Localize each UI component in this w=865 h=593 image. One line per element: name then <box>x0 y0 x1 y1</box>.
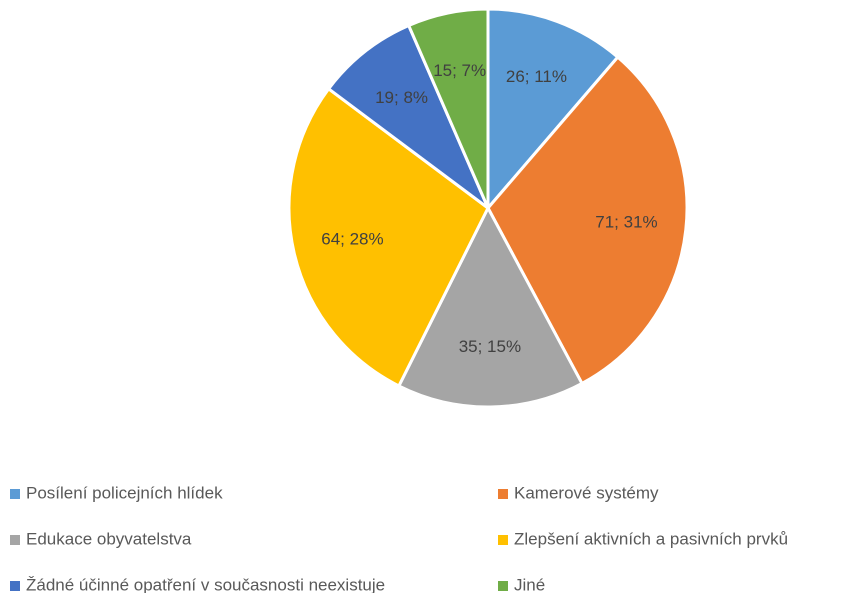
pie-slice <box>396 204 584 409</box>
legend-label: Posílení policejních hlídek <box>26 483 223 502</box>
data-label: 35; 15% <box>459 337 521 356</box>
legend-label: Žádné účinné opatření v současnosti neex… <box>26 575 385 593</box>
legend-swatch <box>498 581 508 591</box>
legend-swatch <box>498 489 508 499</box>
data-label: 26; 11% <box>506 67 567 86</box>
legend-swatch <box>10 535 20 545</box>
pie-slice <box>287 86 490 388</box>
legend-label: Zlepšení aktivních a pasivních prvků <box>514 529 788 548</box>
legend-swatch <box>10 581 20 591</box>
legend-label: Jiné <box>514 575 545 593</box>
pie-slice <box>326 23 492 213</box>
legend-label: Edukace obyvatelstva <box>26 529 192 548</box>
data-label: 64; 28% <box>321 230 383 249</box>
data-label: 15; 7% <box>433 61 486 80</box>
legend-swatch <box>10 489 20 499</box>
data-label: 71; 31% <box>595 213 657 232</box>
pie-slice <box>486 55 689 386</box>
legend-swatch <box>498 535 508 545</box>
data-label: 19; 8% <box>375 88 428 107</box>
pie-slice <box>486 7 620 213</box>
legend-label: Kamerové systémy <box>514 483 659 502</box>
pie-slice <box>406 7 490 209</box>
